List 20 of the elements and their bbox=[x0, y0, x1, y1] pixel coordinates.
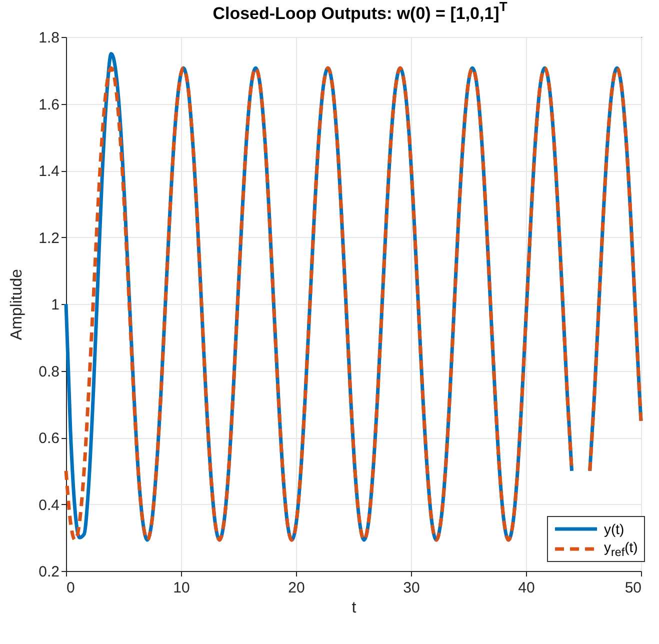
x-tick-label: 0 bbox=[66, 580, 75, 596]
y-tick-label: 0.8 bbox=[38, 363, 60, 380]
y-tick-label: 1.8 bbox=[38, 30, 60, 46]
x-tick-label: 20 bbox=[288, 580, 305, 596]
x-tick-label: 30 bbox=[403, 580, 420, 596]
x-tick-label: 10 bbox=[173, 580, 190, 596]
y-tick-label: 1.2 bbox=[38, 230, 60, 247]
y-tick-label: 1 bbox=[51, 296, 60, 314]
y-tick-label: 0.2 bbox=[38, 564, 60, 580]
chart-title: Closed-Loop Outputs: w(0) = [1,0,1]$^{T}$ bbox=[212, 0, 508, 25]
x-tick-label: 50 bbox=[624, 580, 642, 596]
x-tick-label: 40 bbox=[518, 580, 535, 596]
y-tick-label: 0.4 bbox=[38, 496, 60, 514]
legend-label: y(t) bbox=[604, 521, 624, 537]
y-tick-label: 1.6 bbox=[38, 96, 60, 114]
legend-label: y$_{ref}$(t) bbox=[604, 539, 638, 559]
y-axis-title: Amplitude bbox=[8, 268, 26, 340]
x-axis-title: t bbox=[352, 600, 357, 616]
y-tick-label: 1.4 bbox=[38, 163, 60, 180]
y-tick-label: 0.6 bbox=[38, 430, 60, 447]
